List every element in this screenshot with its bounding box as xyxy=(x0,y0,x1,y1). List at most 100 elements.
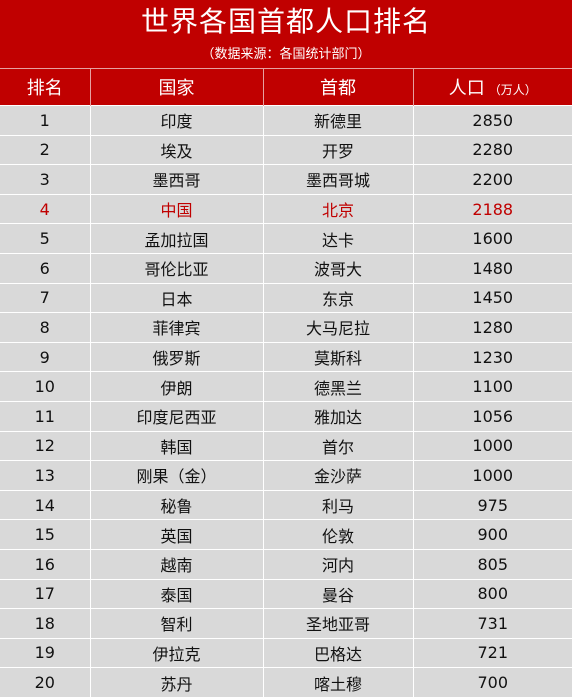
cell-population: 805 xyxy=(412,548,572,579)
cell-rank: 7 xyxy=(0,282,90,313)
cell-population: 1000 xyxy=(412,430,572,461)
table-row: 2 埃及 开罗 2280 xyxy=(0,134,572,165)
table-row: 20 苏丹 喀土穆 700 xyxy=(0,667,572,697)
cell-rank: 13 xyxy=(0,460,90,491)
cell-country: 印度尼西亚 xyxy=(89,400,263,432)
table-row: 9 俄罗斯 莫斯科 1230 xyxy=(0,341,572,372)
table-row: 3 墨西哥 墨西哥城 2200 xyxy=(0,164,572,195)
cell-capital: 北京 xyxy=(262,193,413,224)
cell-country: 俄罗斯 xyxy=(89,341,263,372)
cell-capital: 莫斯科 xyxy=(262,341,413,372)
table-row: 12 韩国 首尔 1000 xyxy=(0,430,572,461)
cell-capital: 德黑兰 xyxy=(262,371,413,402)
column-header-rank: 排名 xyxy=(0,68,90,106)
table-row: 6 哥伦比亚 波哥大 1480 xyxy=(0,252,572,284)
table-row: 7 日本 东京 1450 xyxy=(0,282,572,313)
cell-rank: 20 xyxy=(0,667,90,697)
cell-country: 哥伦比亚 xyxy=(89,252,263,284)
cell-capital: 巴格达 xyxy=(262,637,413,668)
cell-country: 伊拉克 xyxy=(89,637,263,668)
capital-population-table: 排名 国家 首都 人口 （万人） 1 印度 新德里 2850 2 埃及 开罗 2280 3 墨西哥墨… xyxy=(0,68,572,697)
cell-country: 英国 xyxy=(89,519,263,550)
cell-population: 1450 xyxy=(412,282,572,313)
cell-rank: 18 xyxy=(0,608,90,639)
cell-rank: 4 xyxy=(0,193,90,224)
cell-rank: 2 xyxy=(0,134,90,165)
cell-population: 731 xyxy=(412,608,572,639)
cell-capital: 河内 xyxy=(262,548,413,579)
cell-population: 800 xyxy=(412,578,572,609)
cell-capital: 新德里 xyxy=(262,105,413,136)
population-unit: （万人） xyxy=(488,83,537,97)
table-row: 4 中国 北京 2188 xyxy=(0,193,572,224)
cell-rank: 19 xyxy=(0,637,90,668)
cell-population: 2188 xyxy=(412,193,572,224)
cell-capital: 利马 xyxy=(262,489,413,520)
cell-country: 泰国 xyxy=(89,578,263,609)
table-row: 5 孟加拉国 达卡 1600 xyxy=(0,223,572,254)
cell-country: 越南 xyxy=(89,548,263,579)
cell-country: 秘鲁 xyxy=(89,489,263,520)
cell-country: 刚果（金） xyxy=(89,460,263,491)
column-header-population: 人口 （万人） xyxy=(412,68,572,106)
cell-country: 苏丹 xyxy=(89,667,263,697)
table-row: 8 菲律宾 大马尼拉 1280 xyxy=(0,312,572,343)
cell-capital: 伦敦 xyxy=(262,519,413,550)
cell-population: 975 xyxy=(412,489,572,520)
cell-capital: 曼谷 xyxy=(262,578,413,609)
cell-rank: 3 xyxy=(0,164,90,195)
column-header-country: 国家 xyxy=(89,68,263,106)
table-row: 13 刚果（金） 金沙萨 1000 xyxy=(0,460,572,491)
table-row: 18 智利 圣地亚哥 731 xyxy=(0,608,572,639)
cell-rank: 12 xyxy=(0,430,90,461)
cell-capital: 东京 xyxy=(262,282,413,313)
cell-country: 印度 xyxy=(89,105,263,136)
table-row: 11 印度尼西亚 雅加达 1056 xyxy=(0,400,572,432)
cell-capital: 金沙萨 xyxy=(262,460,413,491)
cell-population: 1056 xyxy=(412,400,572,432)
cell-population: 2200 xyxy=(412,164,572,195)
data-source-note: （数据来源：各国统计部门） xyxy=(201,47,371,62)
cell-capital: 圣地亚哥 xyxy=(262,608,413,639)
cell-rank: 15 xyxy=(0,519,90,550)
cell-rank: 11 xyxy=(0,400,90,432)
cell-population: 1100 xyxy=(412,371,572,402)
header-banner: 世界各国首都人口排名 （数据来源：各国统计部门） xyxy=(0,0,572,68)
column-header-capital: 首都 xyxy=(262,68,413,106)
table-row: 10 伊朗 德黑兰 1100 xyxy=(0,371,572,402)
cell-country: 伊朗 xyxy=(89,371,263,402)
cell-capital: 达卡 xyxy=(262,223,413,254)
cell-country: 孟加拉国 xyxy=(89,223,263,254)
cell-rank: 5 xyxy=(0,223,90,254)
table-body: 1 印度 新德里 2850 2 埃及 开罗 2280 3 墨西哥 墨西哥城 2200 4 中国 北京 2188… xyxy=(0,105,572,697)
cell-capital: 喀土穆 xyxy=(262,667,413,697)
cell-country: 菲律宾 xyxy=(89,312,263,343)
cell-capital: 首尔 xyxy=(262,430,413,461)
cell-population: 2850 xyxy=(412,105,572,136)
cell-population: 2280 xyxy=(412,134,572,165)
cell-population: 1000 xyxy=(412,460,572,491)
cell-population: 721 xyxy=(412,637,572,668)
cell-population: 900 xyxy=(412,519,572,550)
cell-country: 韩国 xyxy=(89,430,263,461)
cell-rank: 10 xyxy=(0,371,90,402)
cell-capital: 雅加达 xyxy=(262,400,413,432)
table-row: 14 秘鲁 利马 975 xyxy=(0,489,572,520)
cell-rank: 14 xyxy=(0,489,90,520)
table-row: 15 英国 伦敦 900 xyxy=(0,519,572,550)
table-row: 19 伊拉克 巴格达 721 xyxy=(0,637,572,668)
cell-rank: 1 xyxy=(0,105,90,136)
cell-capital: 大马尼拉 xyxy=(262,312,413,343)
cell-country: 智利 xyxy=(89,608,263,639)
cell-country: 日本 xyxy=(89,282,263,313)
cell-population: 1280 xyxy=(412,312,572,343)
cell-rank: 16 xyxy=(0,548,90,579)
cell-country: 中国 xyxy=(89,193,263,224)
cell-rank: 17 xyxy=(0,578,90,609)
cell-population: 1230 xyxy=(412,341,572,372)
cell-country: 埃及 xyxy=(89,134,263,165)
table-header-row: 排名 国家 首都 人口 （万人） xyxy=(0,68,572,106)
population-label: 人口 xyxy=(448,78,485,99)
cell-country: 墨西哥 xyxy=(89,164,263,195)
cell-rank: 6 xyxy=(0,252,90,284)
